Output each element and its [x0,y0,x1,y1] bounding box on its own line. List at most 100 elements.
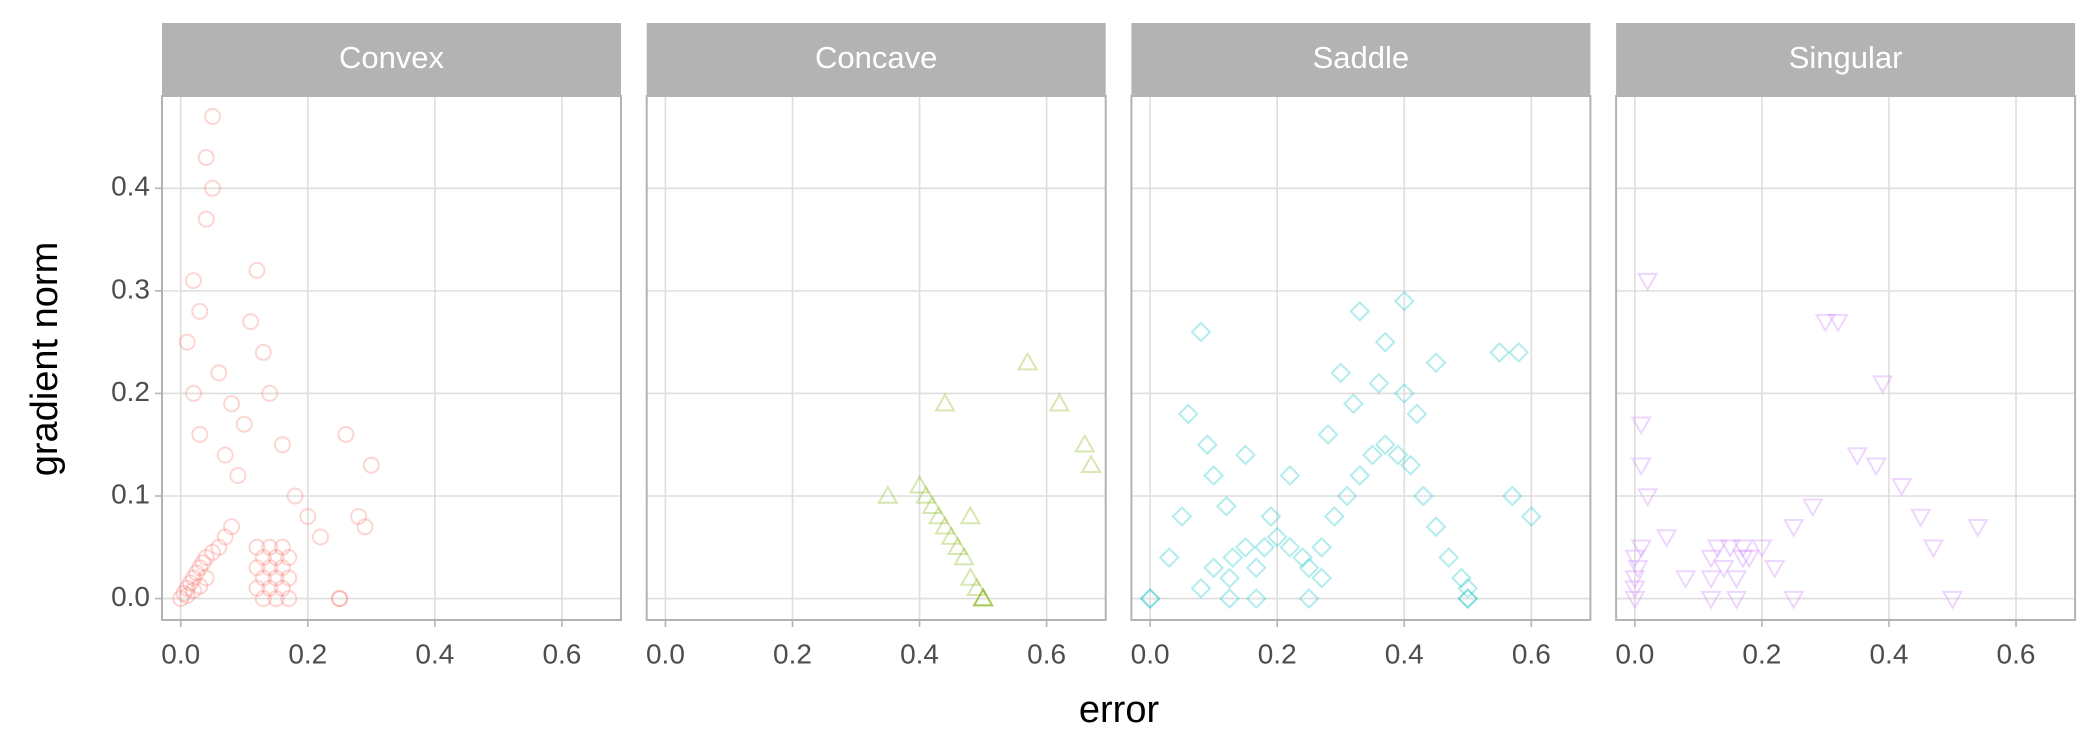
point [966,577,988,597]
panel-title: Singular [1789,40,1903,75]
point [261,559,279,577]
point [254,590,272,608]
point [267,569,285,587]
point [1222,547,1244,568]
point [1412,485,1434,507]
panel-border [161,95,622,621]
point [273,538,291,556]
point [1630,416,1652,436]
point [191,577,209,595]
point [1330,362,1352,384]
point [248,538,266,556]
point [273,559,291,577]
strip [646,23,1106,95]
point [337,425,355,443]
point [1317,424,1339,445]
point [1219,588,1240,609]
point [946,536,969,556]
panel-background [1131,96,1591,620]
x-tick-label: 0.4 [900,638,939,669]
point [356,518,374,536]
point [197,210,215,228]
point [1763,560,1786,579]
point [216,446,234,464]
point [331,590,349,608]
point [191,302,209,320]
point [1349,465,1371,486]
point [197,569,215,587]
point [1865,457,1887,477]
point [1190,577,1212,599]
point [1279,465,1301,486]
point [1292,547,1314,568]
x-tick-label: 0.6 [1997,638,2036,669]
point [1846,447,1868,466]
point [1260,506,1282,527]
point [1725,570,1748,590]
point [927,505,950,525]
point [1941,590,1964,610]
point [1215,495,1237,517]
point [1171,506,1193,527]
point [1457,588,1479,609]
panel-border [645,95,1107,621]
point [204,543,222,561]
point [1298,557,1320,579]
point [204,108,222,126]
point [350,508,368,526]
point [908,474,931,494]
point [1016,351,1039,371]
point [1457,588,1479,609]
point [312,528,330,546]
point [280,569,298,587]
point [1630,457,1652,477]
point [210,364,228,382]
point [178,333,196,351]
point [254,569,272,587]
point [280,590,298,608]
point [331,590,349,608]
y-tick-label: 0.0 [111,581,150,612]
point [242,313,260,331]
panel-background [646,96,1106,620]
point [235,415,253,433]
point [1245,588,1267,609]
point [934,515,956,535]
panel-title: Saddle [1313,40,1410,75]
panel-title: Convex [339,40,445,75]
point [1782,519,1805,538]
point [1624,570,1646,590]
point [1706,539,1729,559]
point [267,590,285,608]
point [1725,590,1748,610]
point [197,149,215,167]
point [1624,549,1646,569]
point [178,586,196,604]
point [172,590,190,608]
point [1922,539,1945,559]
point [273,579,291,597]
point [175,584,193,602]
point [1400,454,1422,476]
x-tick-label: 0.2 [288,638,327,669]
y-tick-label: 0.4 [111,171,150,202]
point [1624,590,1646,610]
x-tick-label: 0.4 [1869,638,1908,669]
point [181,574,199,592]
point [1782,590,1805,610]
x-tick-label: 0.4 [1385,638,1424,669]
strip [1616,23,2076,95]
point [216,528,234,546]
point [267,549,285,567]
point [184,272,202,290]
point [1311,567,1333,589]
point [972,587,994,607]
point [1336,485,1358,507]
x-axis-title: error [1079,689,1160,731]
x-tick-label: 0.6 [542,638,581,669]
x-tick-label: 0.0 [161,638,200,669]
y-tick-label: 0.1 [111,478,150,509]
point [1393,290,1415,312]
x-tick-label: 0.4 [415,638,454,669]
